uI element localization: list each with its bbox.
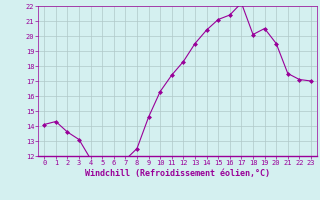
X-axis label: Windchill (Refroidissement éolien,°C): Windchill (Refroidissement éolien,°C) [85, 169, 270, 178]
